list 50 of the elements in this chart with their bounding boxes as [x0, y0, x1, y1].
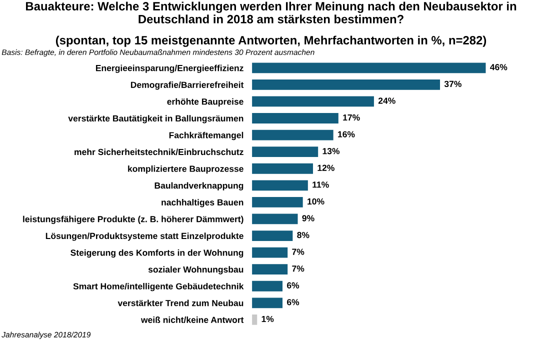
data-label: 37% [444, 80, 462, 88]
data-label: 10% [308, 198, 324, 205]
data-label: 6% [287, 299, 300, 306]
y-tick-label: kompliziertere Bauprozesse [128, 165, 244, 174]
data-label: 9% [302, 215, 314, 222]
y-tick-label: Fachkräftemangel [169, 132, 244, 140]
bar [252, 62, 486, 74]
y-tick-label: Smart Home/intelligente Gebäudetechnik [73, 282, 244, 292]
data-label: 7% [292, 248, 304, 255]
bar [252, 196, 303, 208]
bar [252, 79, 440, 90]
y-tick-label: Baulandverknappung [154, 182, 244, 190]
data-label: 11% [312, 182, 329, 188]
y-tick-label: weiß nicht/keine Antwort [140, 316, 244, 324]
bar [252, 230, 293, 241]
bar [252, 113, 338, 124]
bar [252, 314, 258, 325]
y-tick-label: leistungsfähigere Produkte (z. B. höherer Dämmwert) [23, 216, 244, 224]
y-tick-label: Energieeinsparung/Energieeffizienz [96, 64, 244, 73]
bar [252, 247, 288, 258]
y-tick-label: Demografie/Barrierefreiheit [130, 82, 244, 90]
data-label: 8% [297, 232, 310, 238]
bar [252, 214, 298, 224]
bar [252, 264, 288, 275]
data-label: 13% [322, 148, 340, 154]
y-tick-label: erhöhte Baupreise [167, 98, 244, 106]
bar [252, 180, 308, 191]
y-tick-label: verstärkter Trend zum Neubau [118, 300, 244, 306]
y-tick-label: mehr Sicherheitstechnik/Einbruchschutz [74, 148, 244, 156]
y-tick-label: nachhaltiges Bauen [162, 199, 244, 208]
data-label: 1% [262, 316, 274, 322]
data-label: 6% [287, 282, 300, 288]
y-tick-label: Steigerung des Komforts in der Wohnung [70, 249, 244, 258]
y-tick-label: verstärkte Bautätigkeit in Ballungsräumen [68, 115, 244, 124]
y-tick-label: Lösungen/Produktsysteme statt Einzelprodukte [46, 232, 244, 241]
data-label: 24% [378, 98, 396, 104]
y-tick-label: sozialer Wohnungsbau [148, 266, 244, 274]
chart-subtitle: (spontan, top 15 meistgenannte Antworten, Mehrfachantworten in %, n=282) [56, 36, 486, 47]
bar [252, 298, 283, 308]
data-label: 46% [490, 64, 508, 70]
bar [252, 96, 374, 107]
data-label: 7% [292, 266, 304, 272]
bar [252, 130, 334, 140]
bar [252, 280, 283, 292]
chart-title: Bauakteure: Welche 3 Entwicklungen werden Ihrer Meinung nach den Neubausektor in Deutschland in 2018 am stärksten bestimmen? [26, 2, 516, 24]
bar [252, 163, 313, 174]
data-label: 16% [338, 131, 355, 138]
data-label: 17% [343, 114, 360, 121]
data-label: 12% [318, 164, 334, 171]
bar [252, 146, 318, 158]
